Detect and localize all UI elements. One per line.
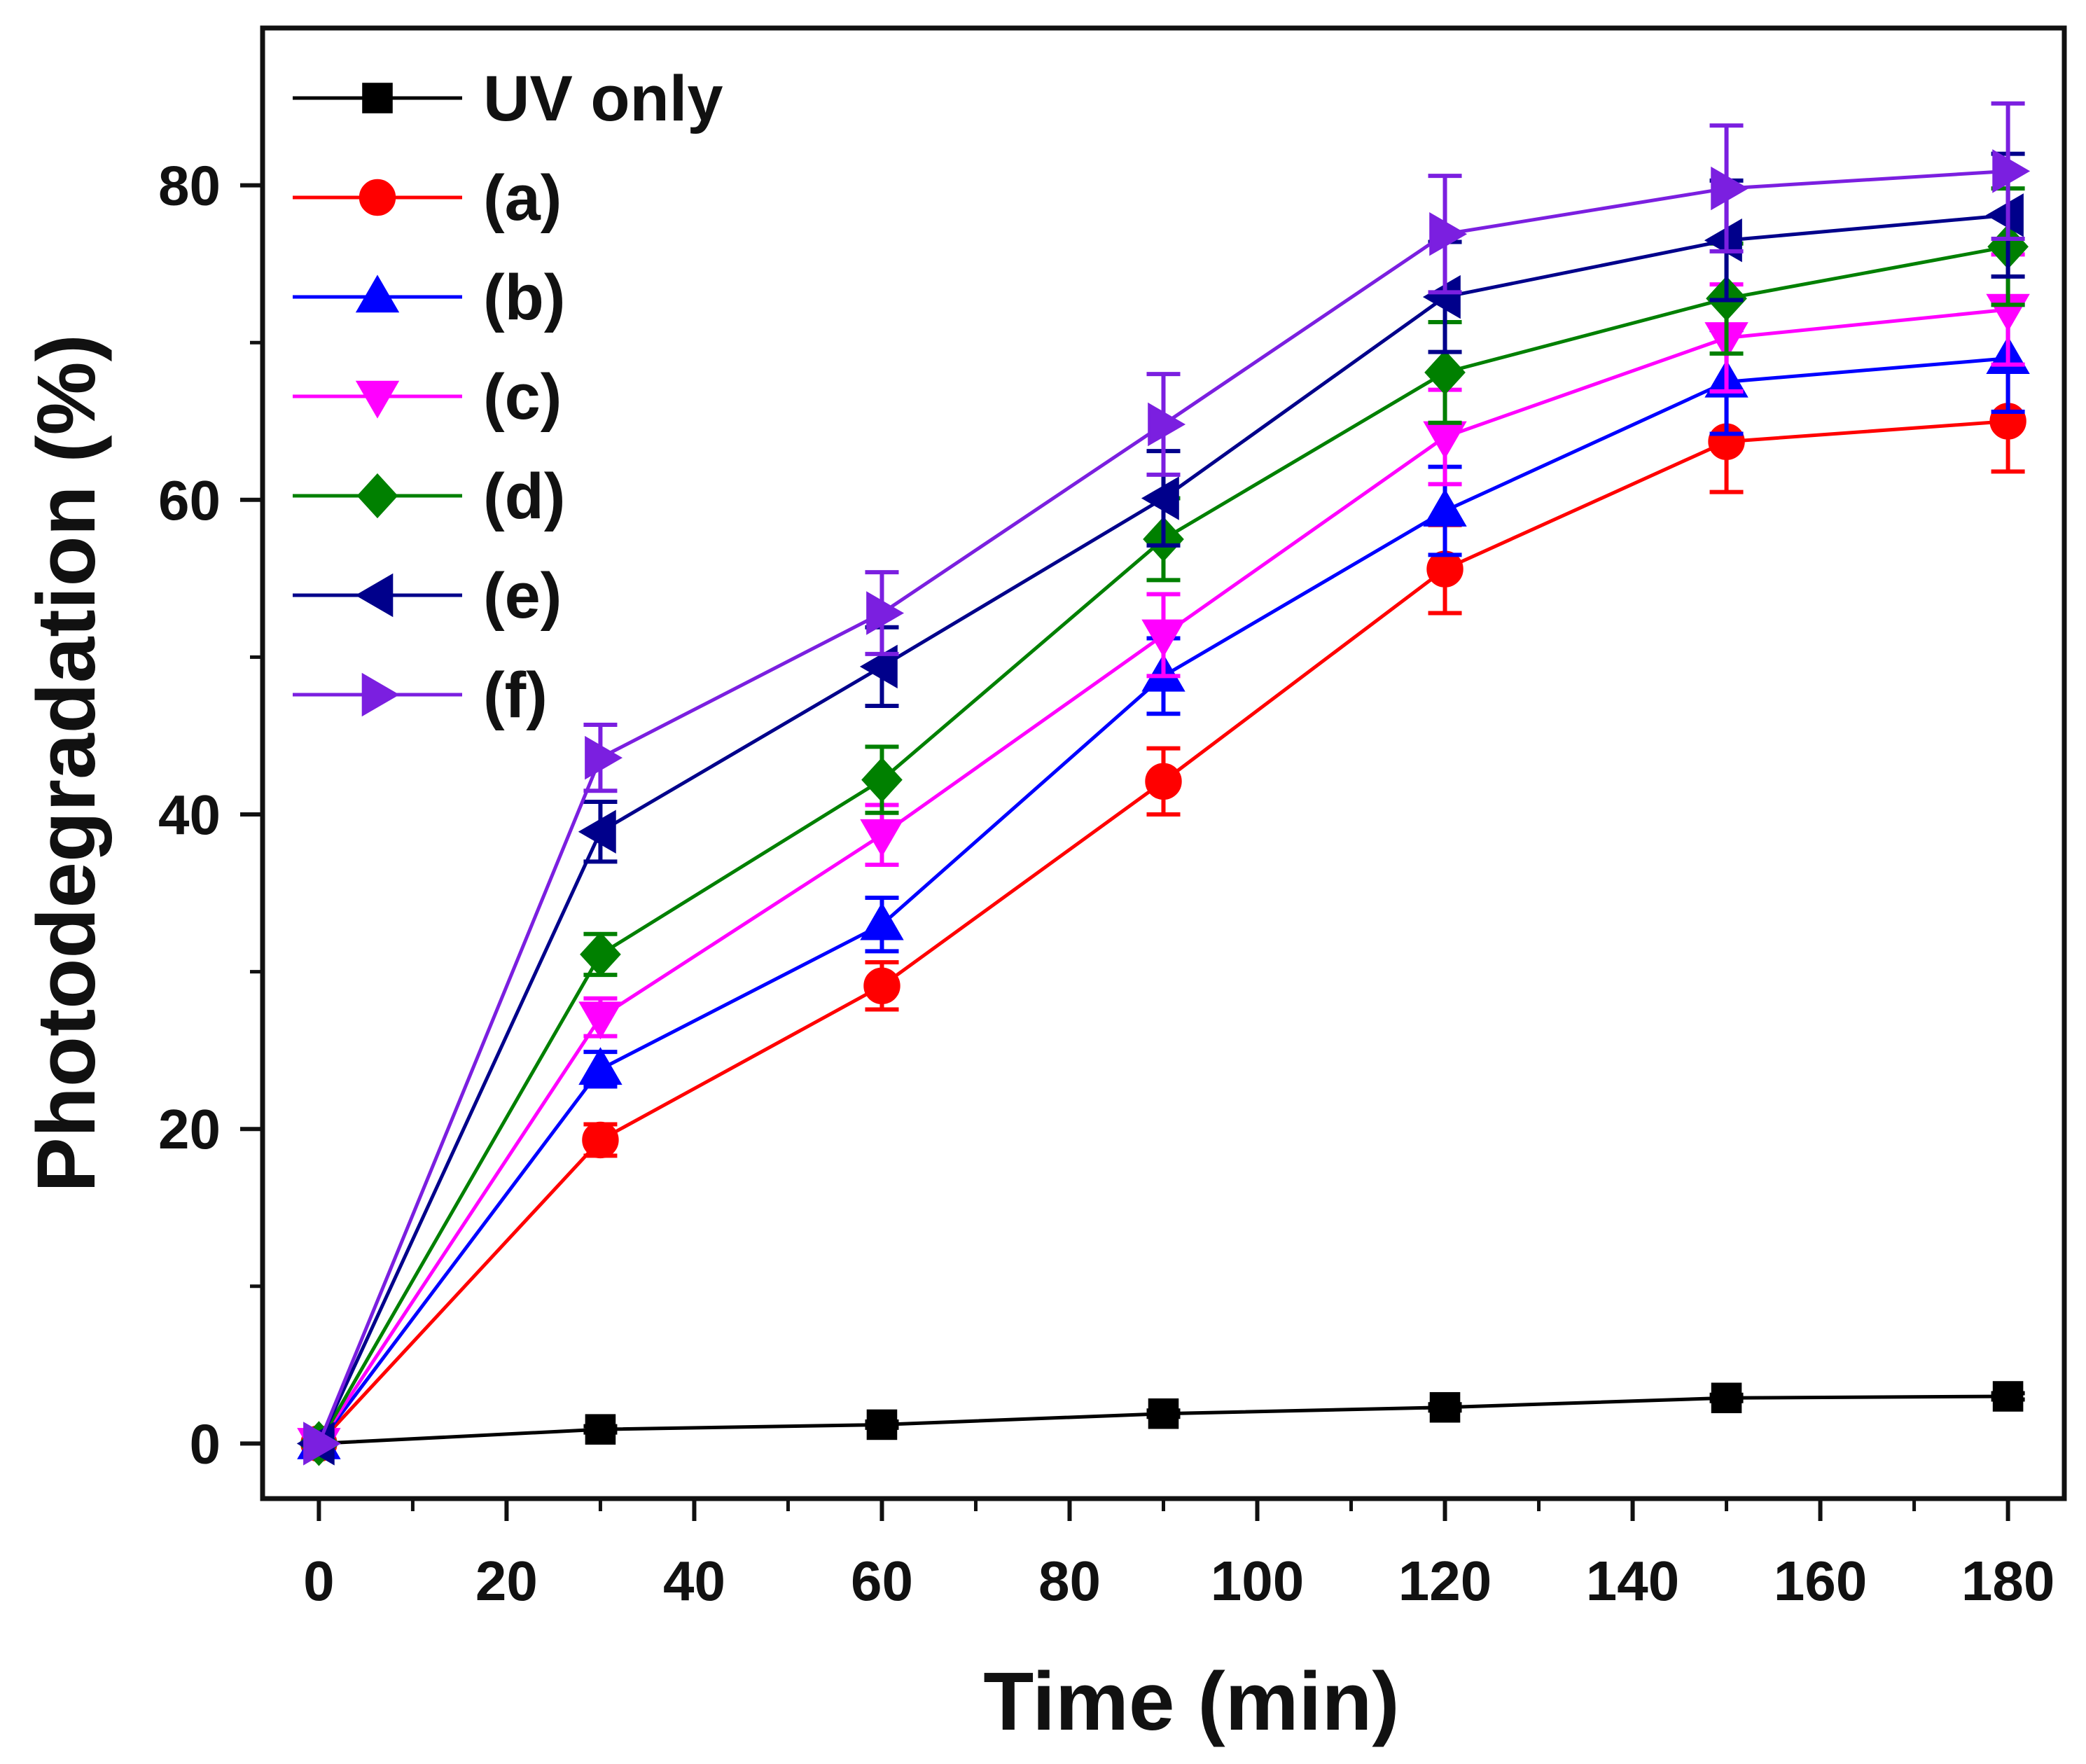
y-tick-label: 60 bbox=[158, 469, 221, 532]
data-point bbox=[1992, 149, 2031, 193]
data-point bbox=[1985, 193, 2024, 237]
x-tick-label: 160 bbox=[1774, 1550, 1867, 1612]
legend-item: (b) bbox=[293, 262, 565, 333]
legend-item: (c) bbox=[293, 361, 562, 433]
legend: UV only (a) (b) (c) (d) (e) (f) bbox=[293, 63, 723, 731]
data-point bbox=[578, 1047, 623, 1085]
legend-label: (e) bbox=[483, 560, 562, 632]
x-tick-label: 180 bbox=[1961, 1550, 2054, 1612]
data-point bbox=[866, 1409, 898, 1440]
legend-marker bbox=[359, 179, 396, 216]
data-point bbox=[1429, 1391, 1461, 1423]
legend-label: (c) bbox=[483, 361, 562, 433]
legend-item: (d) bbox=[293, 461, 565, 532]
x-tick-label: 60 bbox=[851, 1550, 913, 1612]
data-point bbox=[303, 1422, 342, 1466]
y-tick-label: 80 bbox=[158, 155, 221, 217]
legend-marker bbox=[361, 672, 400, 717]
legend-label: UV only bbox=[483, 63, 723, 134]
x-tick-label: 140 bbox=[1586, 1550, 1679, 1612]
legend-label: (d) bbox=[483, 461, 565, 532]
legend-label: (a) bbox=[483, 162, 562, 234]
data-point bbox=[861, 757, 903, 803]
data-point bbox=[1422, 275, 1461, 319]
data-point bbox=[582, 1121, 619, 1159]
x-tick-label: 120 bbox=[1398, 1550, 1492, 1612]
series-uv-only bbox=[303, 1381, 2025, 1459]
data-point bbox=[859, 644, 898, 689]
data-point bbox=[1429, 212, 1468, 256]
data-point bbox=[580, 931, 621, 978]
data-point bbox=[1148, 402, 1186, 447]
data-point bbox=[578, 810, 616, 854]
data-point bbox=[1141, 476, 1179, 520]
data-point bbox=[863, 967, 901, 1005]
y-tick-label: 40 bbox=[158, 784, 221, 846]
x-axis-title: Time (min) bbox=[983, 1655, 1399, 1748]
x-tick-label: 20 bbox=[475, 1550, 538, 1612]
x-tick-label: 40 bbox=[663, 1550, 725, 1612]
legend-marker bbox=[356, 473, 398, 519]
y-tick-label: 0 bbox=[190, 1412, 221, 1475]
legend-item: UV only bbox=[293, 63, 723, 134]
legend-marker bbox=[355, 573, 394, 618]
x-tick-label: 0 bbox=[303, 1550, 335, 1612]
data-point bbox=[1423, 421, 1467, 459]
x-tick-label: 100 bbox=[1211, 1550, 1304, 1612]
data-point bbox=[585, 735, 623, 780]
data-point bbox=[860, 902, 904, 940]
data-point bbox=[1424, 349, 1466, 395]
data-point bbox=[1704, 218, 1742, 263]
data-point bbox=[585, 1414, 616, 1445]
axes: 0 20 40 60 80 100 120 140 160 180 0 20 40 60 80 bbox=[158, 25, 2067, 1612]
data-point bbox=[1711, 1382, 1742, 1414]
legend-item: (f) bbox=[293, 660, 548, 731]
data-point bbox=[578, 1001, 623, 1040]
data-point bbox=[866, 591, 905, 635]
data-point bbox=[1992, 1381, 2024, 1412]
x-tick-label: 80 bbox=[1038, 1550, 1101, 1612]
data-point bbox=[1423, 488, 1467, 527]
legend-marker bbox=[355, 275, 400, 313]
data-point bbox=[860, 819, 904, 857]
y-axis-title: Photodegradation (%) bbox=[20, 334, 113, 1193]
series-f bbox=[303, 101, 2031, 1466]
data-point bbox=[1711, 166, 1749, 211]
legend-marker bbox=[362, 83, 393, 113]
legend-label: (f) bbox=[483, 660, 548, 731]
legend-label: (b) bbox=[483, 262, 565, 333]
legend-marker bbox=[355, 380, 400, 419]
plot-area bbox=[296, 101, 2031, 1466]
y-tick-label: 20 bbox=[158, 1098, 221, 1160]
data-point bbox=[1145, 763, 1182, 800]
data-point bbox=[1148, 1398, 1179, 1429]
legend-item: (e) bbox=[293, 560, 562, 632]
legend-item: (a) bbox=[293, 162, 562, 234]
data-point bbox=[1141, 619, 1185, 658]
